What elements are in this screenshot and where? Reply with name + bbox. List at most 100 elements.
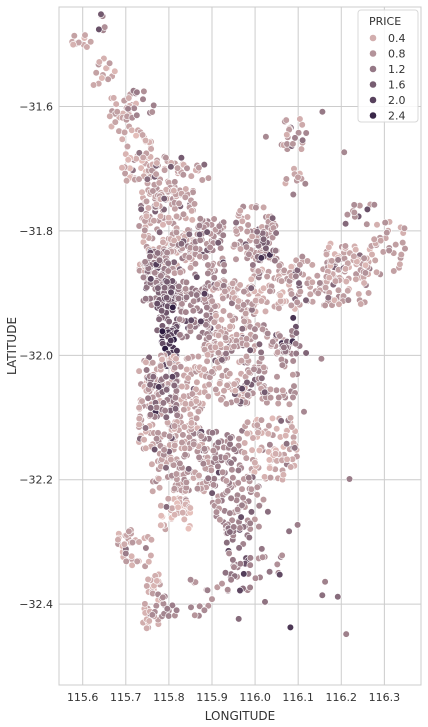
scatter-point	[182, 293, 191, 301]
scatter-point	[142, 295, 150, 303]
scatter-point	[295, 129, 303, 137]
scatter-point	[247, 284, 255, 292]
scatter-point	[266, 385, 275, 394]
scatter-point	[287, 263, 295, 271]
scatter-point	[257, 254, 265, 262]
scatter-point	[314, 289, 322, 297]
scatter-point	[261, 473, 269, 481]
scatter-point	[167, 163, 175, 171]
scatter-point	[283, 455, 291, 464]
scatter-point	[171, 405, 180, 413]
scatter-point	[296, 288, 304, 296]
scatter-point	[279, 386, 287, 395]
scatter-point	[214, 331, 223, 340]
scatter-point	[227, 494, 235, 502]
scatter-point	[202, 311, 210, 319]
scatter-point	[399, 239, 407, 247]
scatter-point	[234, 466, 243, 475]
scatter-point	[292, 349, 300, 358]
scatter-point	[246, 346, 254, 354]
scatter-point	[133, 557, 141, 566]
scatter-point	[254, 429, 262, 437]
scatter-point	[137, 205, 145, 213]
scatter-point	[184, 374, 192, 382]
scatter-point	[183, 164, 191, 172]
scatter-point	[143, 366, 151, 374]
scatter-point	[123, 142, 132, 151]
scatter-point	[98, 74, 106, 82]
scatter-point	[195, 471, 203, 480]
scatter-point	[133, 88, 141, 96]
scatter-point	[194, 352, 202, 361]
scatter-point	[128, 552, 136, 560]
scatter-point	[219, 468, 227, 476]
scatter-point	[204, 392, 212, 401]
scatter-point	[112, 100, 120, 108]
scatter-point	[164, 495, 172, 503]
scatter-point	[292, 272, 300, 280]
scatter-point	[226, 312, 234, 320]
scatter-point	[216, 380, 224, 388]
scatter-point	[162, 413, 170, 421]
scatter-point	[231, 241, 239, 249]
scatter-point	[212, 385, 220, 394]
scatter-point	[152, 200, 160, 208]
scatter-point	[164, 259, 172, 267]
scatter-point	[128, 561, 136, 569]
scatter-point	[222, 350, 230, 358]
scatter-point	[157, 521, 165, 529]
scatter-point	[139, 131, 147, 139]
scatter-point	[171, 511, 179, 519]
scatter-point	[146, 381, 154, 389]
scatter-point	[325, 274, 333, 282]
scatter-point	[163, 605, 171, 613]
scatter-point	[234, 479, 242, 487]
scatter-point	[325, 243, 333, 251]
scatter-point	[202, 321, 210, 329]
scatter-point	[250, 365, 258, 373]
scatter-point	[206, 243, 214, 251]
scatter-point	[190, 440, 198, 448]
scatter-point	[248, 446, 256, 454]
scatter-point	[195, 222, 204, 230]
legend-label: 1.6	[388, 79, 406, 92]
scatter-point	[289, 314, 297, 322]
scatter-point	[185, 465, 193, 473]
scatter-point	[302, 349, 310, 357]
scatter-point	[288, 423, 296, 431]
scatter-point	[204, 351, 212, 359]
scatter-point	[197, 317, 205, 326]
scatter-point	[220, 261, 228, 269]
scatter-point	[296, 115, 304, 123]
scatter-point	[229, 279, 237, 288]
scatter-point	[130, 104, 138, 112]
scatter-point	[188, 390, 196, 398]
scatter-point	[179, 508, 187, 517]
scatter-point	[293, 298, 301, 306]
scatter-point	[214, 497, 222, 505]
scatter-point	[237, 513, 245, 521]
scatter-point	[147, 536, 155, 544]
scatter-point	[191, 611, 199, 619]
scatter-point	[265, 422, 273, 430]
scatter-point	[156, 484, 164, 492]
scatter-point	[236, 245, 245, 253]
scatter-point	[233, 396, 241, 405]
scatter-point	[226, 509, 234, 517]
scatter-point	[153, 300, 161, 308]
scatter-point	[180, 392, 188, 400]
scatter-point	[255, 446, 264, 455]
scatter-point	[266, 568, 274, 576]
scatter-point	[149, 187, 157, 195]
scatter-point	[154, 284, 162, 292]
scatter-point	[181, 193, 189, 201]
x-tick-label: 116.3	[369, 691, 401, 704]
scatter-point	[226, 370, 234, 378]
scatter-point	[191, 260, 199, 268]
scatter-point	[303, 257, 312, 265]
scatter-point	[111, 118, 119, 126]
scatter-point	[157, 212, 165, 220]
scatter-point	[186, 504, 194, 512]
scatter-point	[257, 297, 266, 305]
scatter-point	[368, 250, 376, 259]
